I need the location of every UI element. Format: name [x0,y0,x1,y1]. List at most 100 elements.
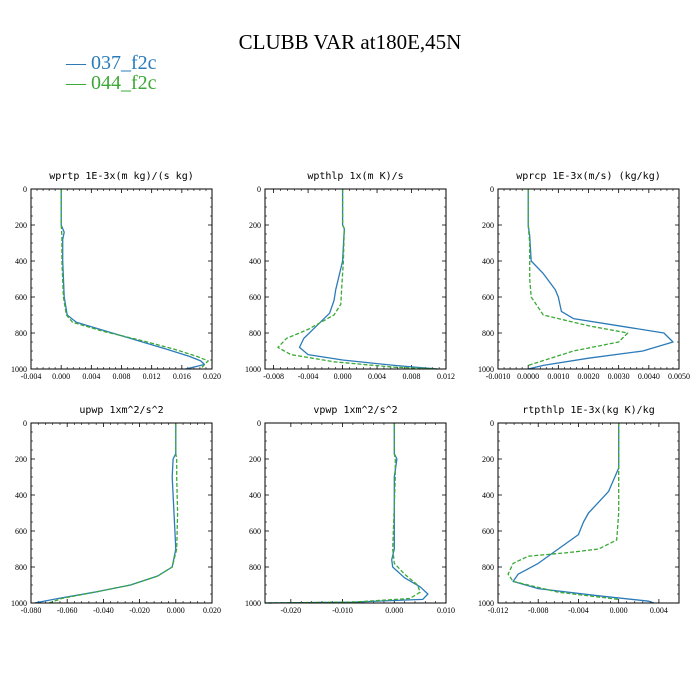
x-tick-label: 0.0050 [668,372,690,381]
y-tick-label: 800 [249,329,261,338]
x-tick-label: -0.008 [263,372,284,381]
series-line-037_f2c [264,423,429,604]
legend-line-icon: — [66,52,86,74]
x-tick-label: -0.020 [129,606,150,615]
plot-frame [30,188,213,370]
figure-title: CLUBB VAR at180E,45N [238,30,462,54]
x-tick-label: 0.000 [385,606,403,615]
x-tick-label: 0.000 [167,606,185,615]
y-tick-label: 200 [15,221,27,230]
chart-panel: wprcp 1E-3x(m/s) (kg/kg) -0.0010 0.0000 0.0… [478,171,690,381]
x-tick-label: -0.004 [21,372,42,381]
plot-frame [497,188,680,370]
y-tick-label: 200 [249,221,261,230]
y-tick-label: 200 [249,455,261,464]
y-tick-label: 1000 [11,599,27,608]
series-line-044_f2c [60,189,209,370]
panel-title: wpthlp 1x(m K)/s [307,171,403,182]
x-tick-label: 0.0010 [547,372,569,381]
panel-title: wprtp 1E-3x(m kg)/(s kg) [49,171,194,182]
x-tick-label: 0.0020 [578,372,600,381]
plot-frame [264,188,447,370]
y-tick-label: 0 [23,419,27,428]
series-line-044_f2c [277,189,438,370]
x-tick-label: 0.004 [82,372,100,381]
x-tick-label: 0.0000 [517,372,539,381]
x-tick-label: 0.010 [437,606,455,615]
legend-item-037: — 037_f2c [66,52,157,75]
series-line-037_f2c [298,189,438,370]
x-tick-label: -0.080 [21,606,42,615]
panel-title: wprcp 1E-3x(m/s) (kg/kg) [516,171,661,182]
x-tick-label: -0.060 [57,606,78,615]
x-tick-label: 0.020 [203,606,221,615]
y-tick-label: 600 [15,527,27,536]
x-tick-label: -0.040 [93,606,114,615]
chart-panel: vpwp 1xm^2/s^2 -0.020 -0.010 0.000 0.010 0 200… [245,405,455,615]
x-tick-label: 0.0030 [608,372,630,381]
legend-label: 037_f2c [91,52,157,74]
x-tick-label: -0.012 [488,606,509,615]
y-tick-label: 200 [482,221,494,230]
x-tick-label: -0.0010 [486,372,511,381]
y-tick-label: 600 [482,293,494,302]
y-tick-label: 200 [15,455,27,464]
y-tick-label: 600 [15,293,27,302]
y-tick-label: 200 [482,455,494,464]
legend-label: 044_f2c [91,72,157,94]
chart-panel: upwp 1xm^2/s^2 -0.080 -0.060 -0.040 -0.020 0.… [11,405,221,615]
series-line-044_f2c [48,423,179,604]
x-tick-label: -0.020 [281,606,302,615]
legend-line-icon: — [66,72,86,94]
y-tick-label: 800 [15,329,27,338]
y-tick-label: 400 [15,491,27,500]
x-tick-label: 0.000 [334,372,352,381]
x-tick-label: -0.004 [298,372,319,381]
y-tick-label: 0 [23,185,27,194]
x-tick-label: 0.008 [403,372,421,381]
y-tick-label: 1000 [478,599,494,608]
panel-title: upwp 1xm^2/s^2 [79,405,163,416]
plot-frame [264,422,447,604]
x-tick-label: 0.0040 [638,372,660,381]
y-tick-label: 600 [249,293,261,302]
x-tick-label: 0.000 [610,606,628,615]
series-line-037_f2c [512,423,655,604]
y-tick-label: 800 [482,563,494,572]
y-tick-label: 400 [249,257,261,266]
y-tick-label: 1000 [478,365,494,374]
y-tick-label: 400 [482,257,494,266]
y-tick-label: 1000 [11,365,27,374]
panel-title: vpwp 1xm^2/s^2 [313,405,397,416]
series-line-044_f2c [527,189,629,367]
x-tick-label: -0.010 [332,606,353,615]
x-tick-label: -0.004 [568,606,589,615]
series-line-037_f2c [34,423,177,604]
x-tick-label: 0.008 [113,372,131,381]
x-tick-label: 0.012 [437,372,455,381]
y-tick-label: 400 [15,257,27,266]
y-tick-label: 600 [249,527,261,536]
series-line-044_f2c [264,423,421,604]
y-tick-label: 800 [482,329,494,338]
y-tick-label: 0 [257,185,261,194]
plot-frame [497,422,680,604]
y-tick-label: 800 [15,563,27,572]
series-line-037_f2c [60,189,206,370]
y-tick-label: 0 [490,419,494,428]
y-tick-label: 1000 [245,365,261,374]
y-tick-label: 0 [490,185,494,194]
x-tick-label: 0.020 [203,372,221,381]
series-line-044_f2c [507,423,620,601]
x-tick-label: 0.004 [650,606,668,615]
series-line-037_f2c [527,189,674,370]
x-tick-label: 0.016 [173,372,191,381]
y-tick-label: 0 [257,419,261,428]
chart-panel: wpthlp 1x(m K)/s -0.008 -0.004 0.000 0.004 0.… [245,171,455,381]
x-tick-label: 0.004 [368,372,386,381]
chart-panel: rtpthlp 1E-3x(kg K)/kg -0.012 -0.008 -0.004… [478,405,680,615]
x-tick-label: 0.000 [52,372,70,381]
y-tick-label: 800 [249,563,261,572]
y-tick-label: 1000 [245,599,261,608]
